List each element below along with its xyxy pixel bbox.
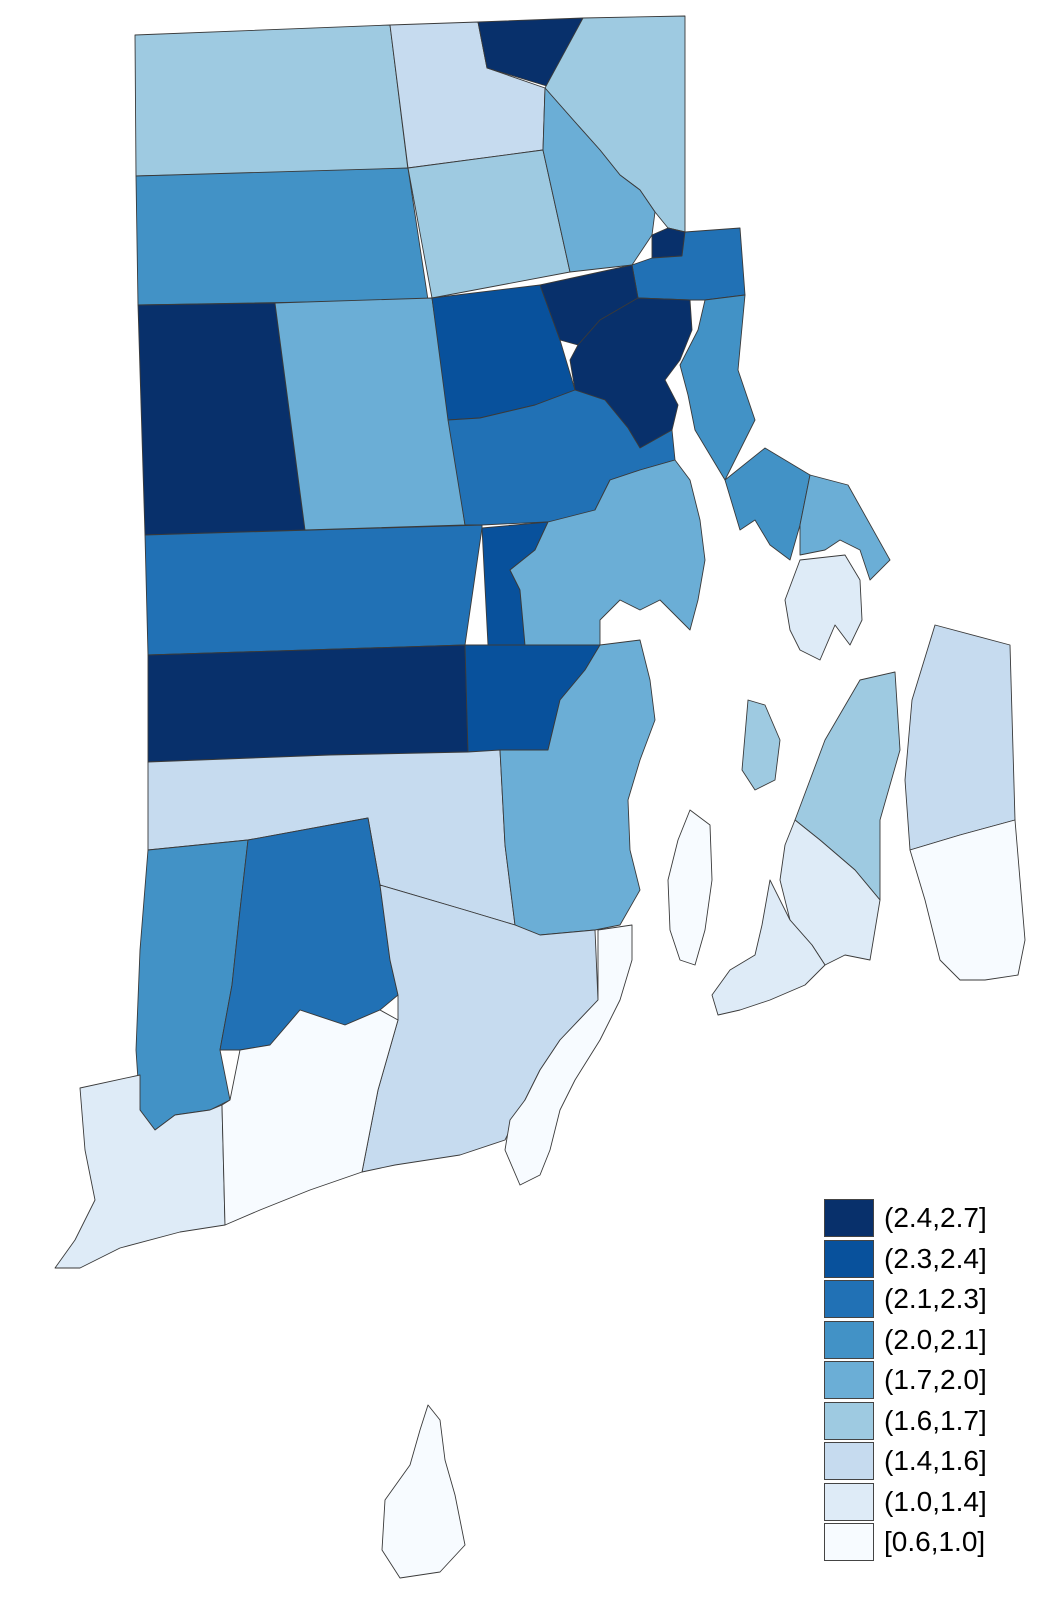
region-warwick: [509, 459, 706, 646]
region-smithfield: [407, 149, 571, 299]
legend-swatch: [824, 1280, 874, 1319]
legend-item: (1.0,1.4]: [824, 1482, 1024, 1523]
region-middletown: [779, 819, 881, 966]
legend-swatch: [824, 1361, 874, 1400]
legend-label: (1.0,1.4]: [884, 1485, 987, 1517]
legend-label: (1.4,1.6]: [884, 1445, 987, 1477]
legend-item: (2.1,2.3]: [824, 1279, 1024, 1320]
legend-item: (2.4,2.7]: [824, 1198, 1024, 1239]
legend-label: (2.4,2.7]: [884, 1202, 987, 1234]
region-central-falls: [651, 227, 686, 259]
region-west-greenwich: [147, 644, 469, 763]
region-prudence-island: [741, 699, 781, 791]
legend-swatch: [824, 1320, 874, 1359]
region-jamestown: [667, 809, 713, 966]
region-cranston: [447, 389, 676, 526]
map-legend: (2.4,2.7] (2.3,2.4] (2.1,2.3] (2.0,2.1] …: [824, 1198, 1024, 1563]
legend-label: (2.3,2.4]: [884, 1242, 987, 1274]
region-lincoln: [542, 87, 656, 273]
region-barrington: [724, 447, 811, 561]
region-bristol: [784, 554, 863, 661]
region-east-providence: [679, 294, 756, 481]
legend-item: (2.3,2.4]: [824, 1239, 1024, 1280]
region-westerly: [54, 1074, 226, 1269]
region-charlestown: [221, 1009, 399, 1226]
legend-item: (1.4,1.6]: [824, 1441, 1024, 1482]
region-burrillville: [134, 24, 409, 177]
legend-swatch: [824, 1442, 874, 1481]
region-newport: [711, 879, 826, 1016]
legend-swatch: [824, 1199, 874, 1238]
legend-label: (1.7,2.0]: [884, 1364, 987, 1396]
legend-swatch: [824, 1523, 874, 1562]
legend-item: (2.0,2.1]: [824, 1320, 1024, 1361]
region-little-compton: [909, 819, 1026, 981]
region-narragansett: [504, 924, 633, 1186]
region-warren: [799, 474, 891, 581]
region-hopkinton: [135, 839, 249, 1131]
region-tiverton: [904, 624, 1016, 851]
region-new-shoreham: [381, 1404, 466, 1579]
region-glocester: [135, 167, 429, 306]
legend-item: (1.6,1.7]: [824, 1401, 1024, 1442]
legend-item: [0.6,1.0]: [824, 1522, 1024, 1563]
legend-label: (2.0,2.1]: [884, 1323, 987, 1355]
legend-item: (1.7,2.0]: [824, 1360, 1024, 1401]
legend-swatch: [824, 1482, 874, 1521]
region-coventry: [144, 524, 483, 656]
legend-swatch: [824, 1401, 874, 1440]
legend-label: [0.6,1.0]: [884, 1526, 986, 1558]
legend-swatch: [824, 1239, 874, 1278]
legend-label: (2.1,2.3]: [884, 1283, 987, 1315]
legend-label: (1.6,1.7]: [884, 1404, 987, 1436]
